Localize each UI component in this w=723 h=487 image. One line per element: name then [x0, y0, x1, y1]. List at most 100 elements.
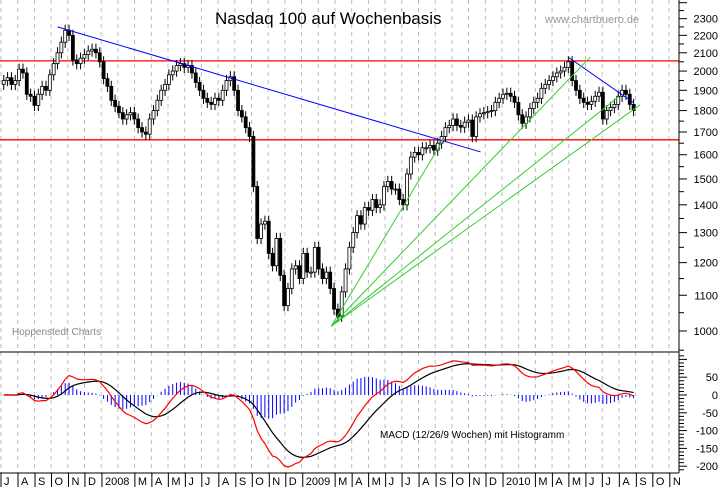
candle-body — [412, 152, 417, 158]
x-tick-label: M — [171, 476, 180, 487]
candle-body — [74, 59, 79, 65]
candle-body — [193, 72, 198, 83]
candle-body — [566, 61, 571, 68]
x-tick-label: A — [555, 476, 563, 487]
x-tick-label: M — [138, 476, 147, 487]
trend-line — [57, 26, 481, 153]
candle-body — [82, 54, 87, 59]
candle-body — [447, 125, 452, 129]
candle-body — [301, 252, 306, 279]
candle-body — [278, 238, 283, 276]
candle-body — [539, 87, 544, 99]
candle-body — [493, 101, 498, 111]
candle-body — [163, 84, 167, 91]
candle-body — [416, 152, 421, 156]
y-tick-label: 1300 — [694, 228, 718, 240]
candle-body — [132, 112, 137, 120]
candle-body — [593, 95, 598, 102]
x-tick-label: M — [372, 476, 381, 487]
candle-body — [270, 252, 275, 267]
x-tick-label: S — [639, 476, 646, 487]
candle-body — [574, 80, 578, 91]
candle-body — [631, 103, 636, 111]
candle-body — [236, 89, 240, 111]
candle-body — [405, 173, 409, 206]
y-tick-label: 1900 — [694, 85, 718, 97]
candle-body — [32, 95, 37, 106]
candle-body — [589, 100, 594, 105]
candle-body — [213, 97, 217, 105]
candle-body — [44, 85, 48, 91]
candle-body — [47, 74, 52, 91]
month-gridlines — [0, 0, 670, 473]
candle-body — [286, 288, 290, 307]
x-tick-label: N — [272, 476, 280, 487]
x-tick-label: A — [422, 476, 430, 487]
y-tick-label: 2000 — [694, 66, 718, 78]
macd-label: MACD (12/26/9 Wochen) mit Histogramm — [380, 430, 564, 441]
candle-body — [343, 268, 348, 293]
x-tick-label: O — [456, 476, 465, 487]
signal-line — [3, 362, 634, 458]
candle-body — [124, 114, 129, 120]
candle-body — [355, 215, 359, 234]
candle-body — [243, 116, 248, 129]
x-tick-label: J — [205, 476, 211, 487]
candle-body — [455, 118, 459, 126]
macd-tick-label: 0 — [712, 390, 718, 402]
x-tick-label: S — [439, 476, 446, 487]
candle-body — [332, 288, 336, 310]
x-tick-label: D — [489, 476, 497, 487]
candle-body — [508, 92, 513, 97]
candle-body — [378, 204, 383, 208]
candle-body — [470, 119, 475, 137]
candle-body — [205, 97, 210, 103]
candle-body — [274, 238, 279, 267]
candle-body — [247, 127, 252, 137]
candle-body — [28, 93, 33, 97]
candle-body — [451, 118, 456, 126]
macd-tick-label: -200 — [696, 461, 718, 473]
candle-body — [216, 97, 221, 101]
x-tick-label: S — [239, 476, 246, 487]
candle-body — [305, 252, 310, 273]
x-tick-label: N — [473, 476, 481, 487]
x-tick-label: N — [71, 476, 79, 487]
candle-body — [535, 97, 540, 103]
candle-body — [581, 97, 586, 103]
candle-body — [604, 110, 609, 120]
candle-body — [90, 48, 94, 52]
candle-body — [97, 52, 102, 63]
candle-body — [201, 89, 206, 99]
candle-body — [543, 84, 548, 89]
candle-body — [562, 66, 567, 72]
y-tick-label: 1700 — [694, 127, 718, 139]
chart-title: Nasdaq 100 auf Wochenbasis — [215, 9, 442, 28]
candle-body — [147, 118, 152, 135]
candle-body — [428, 145, 432, 149]
candle-body — [458, 125, 463, 128]
x-tick-label: A — [155, 476, 163, 487]
candle-body — [259, 223, 263, 239]
candle-body — [351, 232, 356, 248]
candle-body — [558, 70, 563, 74]
candle-body — [528, 108, 532, 118]
candle-body — [389, 181, 394, 190]
trend-line — [330, 96, 619, 327]
x-tick-label: A — [222, 476, 230, 487]
x-tick-label: M — [538, 476, 547, 487]
candle-body — [297, 265, 302, 279]
candle-body — [105, 78, 110, 87]
macd-tick-label: -150 — [696, 443, 718, 455]
x-tick-label: D — [289, 476, 297, 487]
y-tick-label: 1800 — [694, 106, 718, 118]
candle-body — [339, 291, 344, 317]
candle-body — [151, 110, 156, 120]
candle-body — [585, 101, 590, 105]
candle-body — [140, 127, 144, 133]
candle-body — [70, 34, 75, 61]
candle-body — [424, 147, 429, 150]
candle-body — [347, 246, 352, 270]
y-tick-label: 1000 — [694, 326, 718, 338]
candle-body — [554, 72, 559, 78]
